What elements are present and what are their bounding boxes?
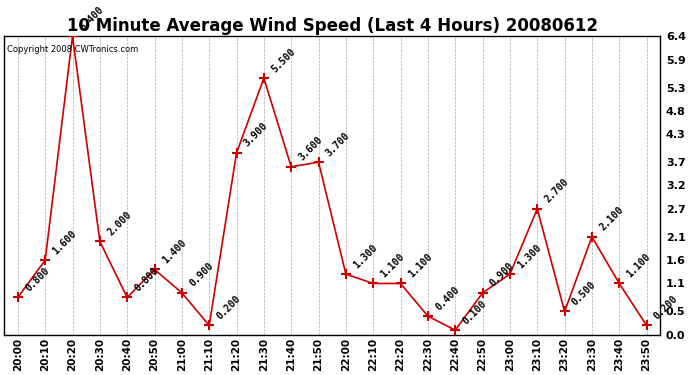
Text: 0.900: 0.900 [188, 261, 215, 289]
Text: 3.600: 3.600 [297, 135, 324, 163]
Text: 0.100: 0.100 [461, 298, 489, 326]
Text: Copyright 2008 CWTronics.com: Copyright 2008 CWTronics.com [8, 45, 139, 54]
Text: 0.200: 0.200 [215, 294, 243, 321]
Text: 3.700: 3.700 [324, 130, 352, 158]
Text: 5.500: 5.500 [269, 46, 297, 74]
Text: 6.400: 6.400 [78, 4, 106, 32]
Text: 1.100: 1.100 [379, 252, 406, 279]
Text: 0.200: 0.200 [652, 294, 680, 321]
Text: 0.400: 0.400 [433, 284, 462, 312]
Text: 2.100: 2.100 [598, 205, 625, 232]
Text: 1.100: 1.100 [406, 252, 434, 279]
Text: 0.800: 0.800 [23, 266, 51, 293]
Text: 0.500: 0.500 [570, 279, 598, 307]
Text: 0.900: 0.900 [488, 261, 516, 289]
Text: 3.900: 3.900 [242, 121, 270, 148]
Title: 10 Minute Average Wind Speed (Last 4 Hours) 20080612: 10 Minute Average Wind Speed (Last 4 Hou… [67, 16, 598, 34]
Text: 1.100: 1.100 [625, 252, 653, 279]
Text: 0.800: 0.800 [132, 266, 161, 293]
Text: 1.600: 1.600 [51, 228, 79, 256]
Text: 1.300: 1.300 [515, 242, 543, 270]
Text: 2.700: 2.700 [543, 177, 571, 205]
Text: 1.300: 1.300 [351, 242, 380, 270]
Text: 2.000: 2.000 [106, 210, 133, 237]
Text: 1.400: 1.400 [160, 237, 188, 266]
